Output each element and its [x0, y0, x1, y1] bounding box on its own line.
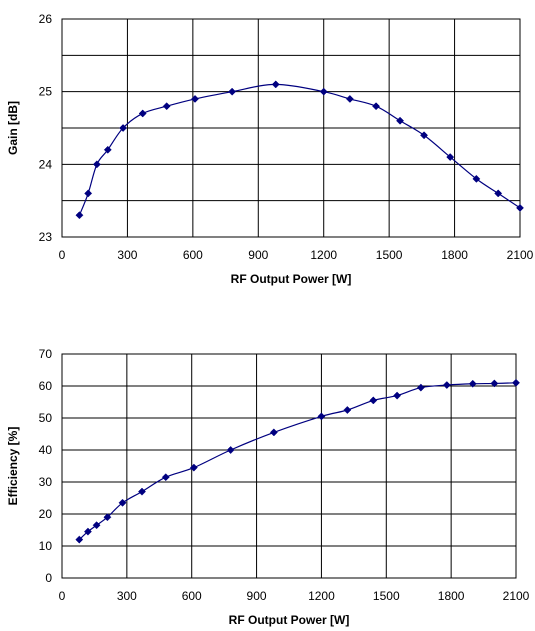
data-point — [269, 428, 278, 437]
data-point — [92, 160, 101, 169]
x-tick-label: 0 — [59, 248, 66, 262]
data-point — [75, 211, 84, 220]
data-point — [472, 174, 481, 183]
data-point — [84, 189, 93, 198]
y-tick-label: 0 — [45, 571, 52, 585]
data-point — [512, 378, 520, 387]
data-point — [343, 406, 352, 414]
data-point — [345, 94, 354, 103]
data-point — [138, 109, 147, 118]
series-line — [78, 83, 521, 216]
x-tick-label: 1500 — [376, 248, 403, 262]
data-point — [468, 379, 477, 388]
data-point — [420, 131, 428, 140]
x-tick-label: 2100 — [503, 589, 530, 603]
x-tick-label: 0 — [59, 589, 66, 603]
x-tick-label: 1200 — [310, 248, 337, 262]
x-axis-title: RF Output Power [W] — [229, 613, 350, 627]
data-point — [319, 87, 328, 96]
y-tick-label: 40 — [39, 443, 53, 457]
data-point — [226, 446, 235, 454]
y-axis-title: Efficiency [%] — [6, 427, 20, 506]
data-point — [442, 381, 451, 389]
data-point — [191, 94, 199, 103]
plot-frame — [61, 18, 521, 238]
y-tick-label: 24 — [39, 157, 53, 171]
data-point — [162, 102, 171, 111]
x-tick-label: 300 — [117, 248, 137, 262]
plot-frame — [61, 353, 517, 579]
y-tick-label: 23 — [39, 230, 53, 244]
chart-2: 0 300 600 900 1200 1500 1800 2100 0 10 20 30 40 50 60 7… — [6, 347, 530, 627]
data-point — [119, 124, 128, 132]
x-tick-label: 1500 — [373, 589, 400, 603]
x-tick-label: 600 — [182, 589, 202, 603]
data-point — [317, 412, 326, 421]
x-tick-label: 300 — [117, 589, 137, 603]
y-tick-label: 26 — [39, 12, 53, 26]
y-tick-label: 30 — [39, 475, 53, 489]
data-point — [83, 527, 92, 536]
chart-1: 0 300 600 900 1200 1500 1800 2100 23 24 25 26 RF Out… — [6, 12, 534, 286]
x-tick-label: 600 — [183, 248, 203, 262]
data-point — [271, 80, 280, 89]
data-point — [416, 383, 425, 392]
data-point — [103, 513, 112, 522]
data-point — [103, 145, 112, 154]
data-point — [494, 189, 503, 198]
y-tick-label: 20 — [39, 507, 53, 521]
y-tick-label: 50 — [39, 411, 53, 425]
x-tick-label: 2100 — [507, 248, 534, 262]
x-tick-label: 900 — [248, 248, 268, 262]
y-axis-title: Gain [dB] — [6, 101, 20, 155]
data-point — [138, 487, 146, 496]
data-point — [189, 463, 198, 472]
data-point — [161, 473, 170, 482]
data-point — [118, 498, 127, 507]
x-tick-label: 900 — [247, 589, 267, 603]
data-point — [446, 153, 455, 162]
y-tick-label: 60 — [39, 379, 53, 393]
x-tick-label: 1800 — [441, 248, 468, 262]
data-point — [372, 102, 381, 111]
y-tick-label: 25 — [39, 85, 53, 99]
data-point — [516, 203, 524, 212]
data-point — [92, 521, 101, 530]
y-tick-label: 10 — [39, 539, 53, 553]
x-axis-title: RF Output Power [W] — [231, 272, 352, 286]
series-line — [78, 382, 517, 541]
data-point — [396, 116, 405, 125]
data-point — [228, 87, 237, 96]
data-point — [393, 391, 402, 400]
data-point — [369, 396, 378, 405]
data-point — [75, 535, 84, 544]
data-point — [490, 379, 499, 388]
y-tick-label: 70 — [39, 347, 53, 361]
x-tick-label: 1200 — [308, 589, 335, 603]
x-tick-label: 1800 — [438, 589, 465, 603]
